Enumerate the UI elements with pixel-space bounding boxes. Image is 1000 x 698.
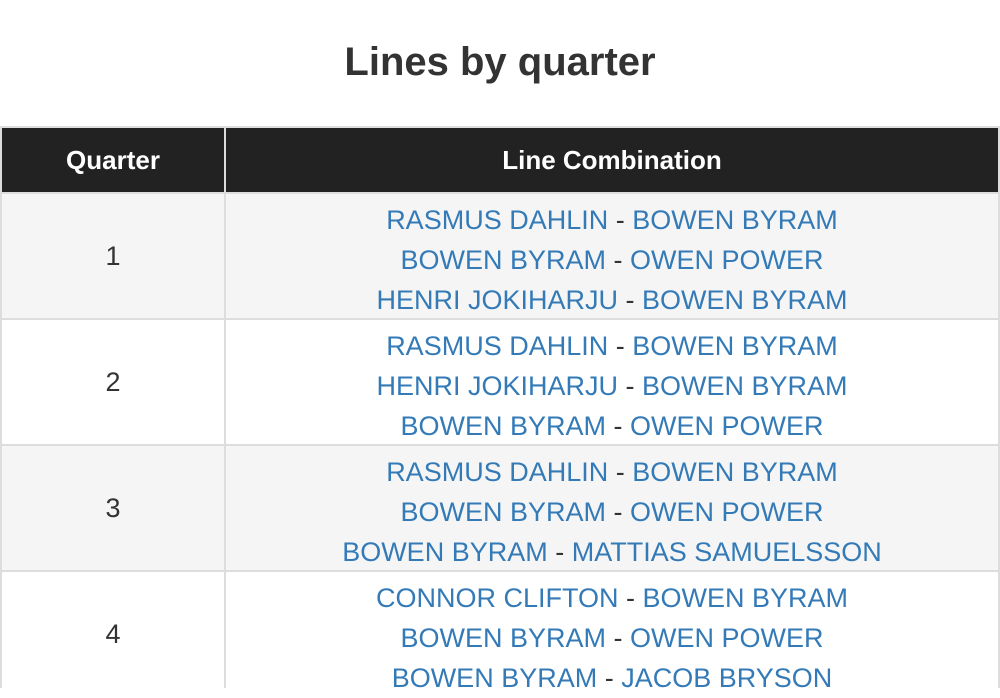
line-cell: RASMUS DAHLIN - BOWEN BYRAM HENRI JOKIHAR… bbox=[226, 320, 998, 444]
player-link[interactable]: BOWEN BYRAM bbox=[342, 537, 548, 567]
column-header: Quarter bbox=[2, 128, 224, 192]
player-link[interactable]: BOWEN BYRAM bbox=[400, 623, 606, 653]
player-link[interactable]: JACOB BRYSON bbox=[621, 663, 833, 693]
player-link[interactable]: BOWEN BYRAM bbox=[642, 371, 848, 401]
row-border bbox=[0, 570, 1000, 572]
separator: - bbox=[613, 497, 623, 527]
player-link[interactable]: CONNOR CLIFTON bbox=[375, 583, 619, 613]
page-title: Lines by quarter bbox=[344, 40, 656, 84]
table-border bbox=[0, 126, 1000, 128]
column-header: Line Combination bbox=[226, 128, 998, 192]
player-link[interactable]: HENRI JOKIHARJU bbox=[376, 285, 618, 315]
line-cell: CONNOR CLIFTON - BOWEN BYRAM BOWEN BYRAM … bbox=[226, 572, 998, 696]
lines-table: Quarter Line Combination 1 RASMUS DAHLIN - … bbox=[0, 126, 1000, 696]
quarter-cell: 3 bbox=[2, 446, 224, 570]
table-border bbox=[224, 126, 226, 688]
separator: - bbox=[613, 245, 623, 275]
line-combination: HENRI JOKIHARJU - BOWEN BYRAM bbox=[226, 280, 998, 320]
row-border bbox=[0, 318, 1000, 320]
line-combination: RASMUS DAHLIN - BOWEN BYRAM bbox=[226, 452, 998, 492]
line-combination: BOWEN BYRAM - MATTIAS SAMUELSSON bbox=[226, 532, 998, 572]
line-cell: RASMUS DAHLIN - BOWEN BYRAM BOWEN BYRAM -… bbox=[226, 446, 998, 570]
separator: - bbox=[613, 623, 623, 653]
quarter-cell: 2 bbox=[2, 320, 224, 444]
player-link[interactable]: OWEN POWER bbox=[630, 411, 824, 441]
line-combination: BOWEN BYRAM - OWEN POWER bbox=[226, 240, 998, 280]
separator: - bbox=[625, 285, 635, 315]
player-link[interactable]: HENRI JOKIHARJU bbox=[376, 371, 618, 401]
player-link[interactable]: BOWEN BYRAM bbox=[400, 497, 606, 527]
separator: - bbox=[625, 371, 635, 401]
player-link[interactable]: BOWEN BYRAM bbox=[642, 583, 849, 613]
separator: - bbox=[625, 583, 635, 613]
row-border bbox=[0, 192, 1000, 194]
separator: - bbox=[613, 411, 623, 441]
separator: - bbox=[555, 537, 565, 567]
player-link[interactable]: RASMUS DAHLIN bbox=[386, 457, 609, 487]
player-link[interactable]: MATTIAS SAMUELSSON bbox=[571, 537, 882, 567]
player-link[interactable]: BOWEN BYRAM bbox=[391, 663, 598, 693]
player-link[interactable]: BOWEN BYRAM bbox=[632, 331, 838, 361]
separator: - bbox=[615, 457, 625, 487]
separator: - bbox=[615, 331, 625, 361]
quarter-cell: 1 bbox=[2, 194, 224, 318]
line-combination: BOWEN BYRAM - OWEN POWER bbox=[226, 492, 998, 532]
line-combination: CONNOR CLIFTON - BOWEN BYRAM bbox=[226, 578, 998, 618]
player-link[interactable]: BOWEN BYRAM bbox=[642, 285, 848, 315]
player-link[interactable]: BOWEN BYRAM bbox=[632, 205, 838, 235]
player-link[interactable]: BOWEN BYRAM bbox=[400, 411, 606, 441]
line-combination: BOWEN BYRAM - OWEN POWER bbox=[226, 406, 998, 446]
table-border bbox=[0, 126, 2, 688]
line-cell: RASMUS DAHLIN - BOWEN BYRAM BOWEN BYRAM -… bbox=[226, 194, 998, 318]
separator: - bbox=[604, 663, 614, 693]
player-link[interactable]: BOWEN BYRAM bbox=[400, 245, 606, 275]
line-combination: BOWEN BYRAM - OWEN POWER bbox=[226, 618, 998, 658]
separator: - bbox=[615, 205, 625, 235]
table-border bbox=[998, 126, 1000, 688]
row-border bbox=[0, 444, 1000, 446]
line-combination: BOWEN BYRAM - JACOB BRYSON bbox=[226, 658, 998, 698]
player-link[interactable]: RASMUS DAHLIN bbox=[386, 331, 609, 361]
player-link[interactable]: OWEN POWER bbox=[630, 623, 824, 653]
player-link[interactable]: BOWEN BYRAM bbox=[632, 457, 838, 487]
line-combination: HENRI JOKIHARJU - BOWEN BYRAM bbox=[226, 366, 998, 406]
line-combination: RASMUS DAHLIN - BOWEN BYRAM bbox=[226, 326, 998, 366]
player-link[interactable]: RASMUS DAHLIN bbox=[386, 205, 609, 235]
line-combination: RASMUS DAHLIN - BOWEN BYRAM bbox=[226, 200, 998, 240]
player-link[interactable]: OWEN POWER bbox=[630, 497, 824, 527]
player-link[interactable]: OWEN POWER bbox=[630, 245, 824, 275]
quarter-cell: 4 bbox=[2, 572, 224, 696]
